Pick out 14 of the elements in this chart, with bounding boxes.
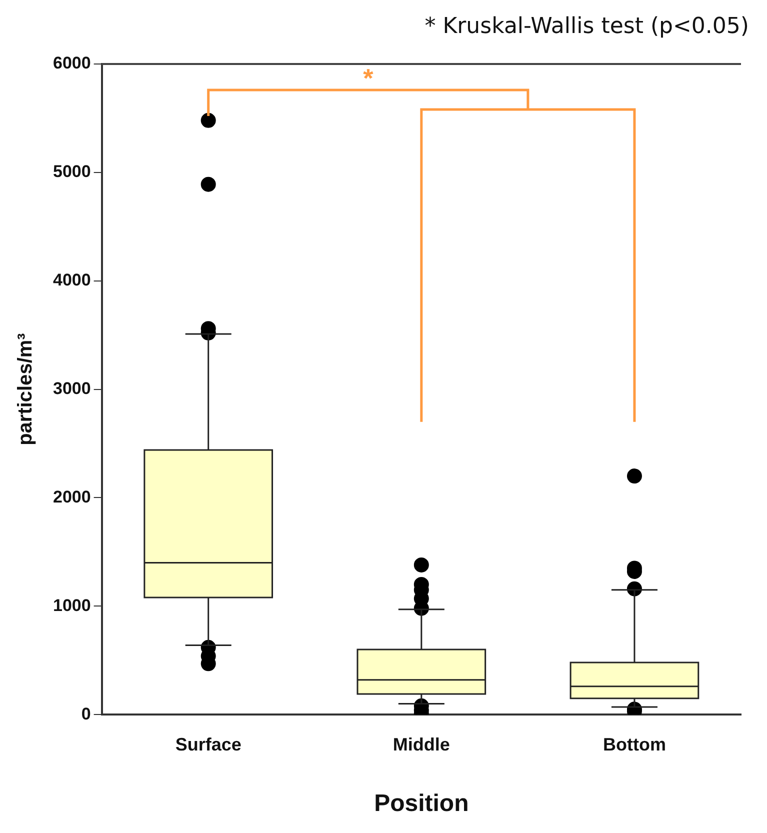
y-tick-label: 4000: [52, 270, 91, 290]
y-tick-label: 5000: [52, 162, 91, 182]
y-tick-label: 6000: [52, 54, 91, 73]
x-axis-title: Position: [374, 790, 469, 818]
y-axis-title: particles/m³: [14, 332, 37, 446]
text: * Kruskal-Wallis test (p<0.05): [424, 14, 749, 39]
y-tick-label: 3000: [52, 378, 91, 398]
annotation: *: [363, 63, 374, 94]
x-tick-label: Bottom: [602, 734, 666, 754]
y-tick-label: 2000: [52, 487, 91, 506]
x-tick-label: Middle: [392, 734, 450, 754]
y-tick-label: 0: [81, 704, 91, 724]
x-tick-label: Surface: [175, 734, 242, 754]
y-tick-label: 1000: [52, 596, 91, 615]
